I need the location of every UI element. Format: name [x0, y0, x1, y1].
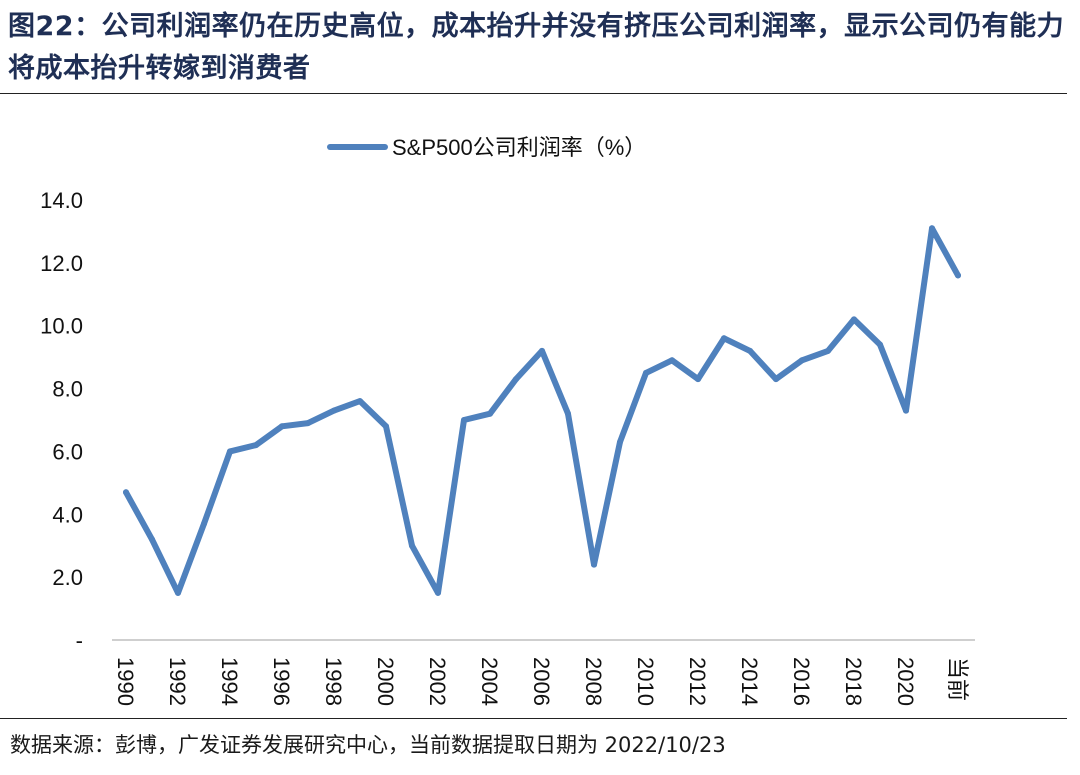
y-tick-label: 6.0 — [52, 439, 83, 464]
x-tick-label: 1996 — [269, 657, 294, 706]
data-point — [539, 347, 545, 354]
data-point — [227, 448, 233, 455]
source-note: 数据来源：彭博，广发证券发展研究中心，当前数据提取日期为 2022/10/23 — [10, 733, 726, 757]
x-tick-label: 1990 — [113, 657, 138, 706]
y-tick-label: 14.0 — [40, 188, 83, 213]
data-point — [513, 376, 519, 383]
data-point — [331, 407, 337, 414]
line-chart: S&P500公司利润率（%） - 2.0 4.0 6.0 8.0 10.0 12.0 14.0… — [40, 135, 975, 706]
data-point — [409, 542, 415, 549]
data-point — [955, 272, 961, 279]
data-point — [383, 423, 389, 430]
data-point — [695, 376, 701, 383]
y-tick-label: 4.0 — [52, 502, 83, 527]
data-point — [747, 347, 753, 354]
y-tick-label: 2.0 — [52, 565, 83, 590]
data-point — [461, 417, 467, 423]
x-tick-label: 1992 — [165, 657, 190, 706]
x-tick-label: 2016 — [789, 657, 814, 706]
x-tick-label: 2006 — [529, 657, 554, 706]
x-tick-label: 2000 — [373, 657, 398, 706]
data-point — [903, 407, 909, 414]
data-point — [617, 439, 623, 445]
data-point — [175, 589, 181, 596]
x-tick-label: 2018 — [841, 657, 866, 706]
figure-title: 图22：公司利润率仍在历史高位，成本抬升并没有挤压公司利润率，显示公司仍有能力将… — [8, 11, 1065, 84]
data-point — [123, 489, 129, 496]
x-tick-label: 当前 — [945, 657, 970, 701]
x-tick-label: 2002 — [425, 657, 450, 706]
legend: S&P500公司利润率（%） — [327, 135, 646, 160]
x-tick-label: 2004 — [477, 657, 502, 706]
y-axis: - 2.0 4.0 6.0 8.0 10.0 12.0 14.0 — [40, 188, 83, 653]
data-point — [565, 410, 571, 417]
data-point — [149, 536, 155, 543]
data-point — [773, 376, 779, 383]
data-point — [591, 561, 597, 568]
x-tick-label: 2010 — [633, 657, 658, 706]
data-point — [305, 420, 311, 427]
x-tick-label: 2020 — [893, 657, 918, 706]
bottom-rule — [0, 718, 1067, 719]
data-point — [877, 341, 883, 348]
data-point — [825, 347, 831, 354]
data-point — [799, 357, 805, 364]
x-tick-label: 1998 — [321, 657, 346, 706]
data-point — [721, 335, 727, 342]
x-tick-label: 1994 — [217, 657, 242, 706]
x-tick-label: 2008 — [581, 657, 606, 706]
data-point — [357, 398, 363, 405]
x-tick-label: 2012 — [685, 657, 710, 706]
data-point — [435, 589, 441, 596]
data-point — [643, 369, 649, 376]
legend-label: S&P500公司利润率（%） — [392, 135, 646, 160]
data-point — [201, 520, 207, 527]
data-point — [851, 316, 857, 323]
data-point — [929, 225, 935, 232]
x-axis: 1990 1992 1994 1996 1998 2000 2002 2004 2006 2008… — [113, 657, 970, 706]
data-point — [669, 357, 675, 364]
series-line — [123, 225, 961, 596]
y-tick-label: 8.0 — [52, 377, 83, 402]
data-point — [279, 423, 285, 430]
data-point — [253, 442, 259, 449]
top-rule — [0, 93, 1067, 94]
data-points — [123, 225, 961, 596]
y-tick-label: 12.0 — [40, 251, 83, 276]
x-tick-label: 2014 — [737, 657, 762, 706]
y-tick-label: - — [76, 628, 83, 653]
y-tick-label: 10.0 — [40, 314, 83, 339]
data-point — [487, 410, 493, 417]
